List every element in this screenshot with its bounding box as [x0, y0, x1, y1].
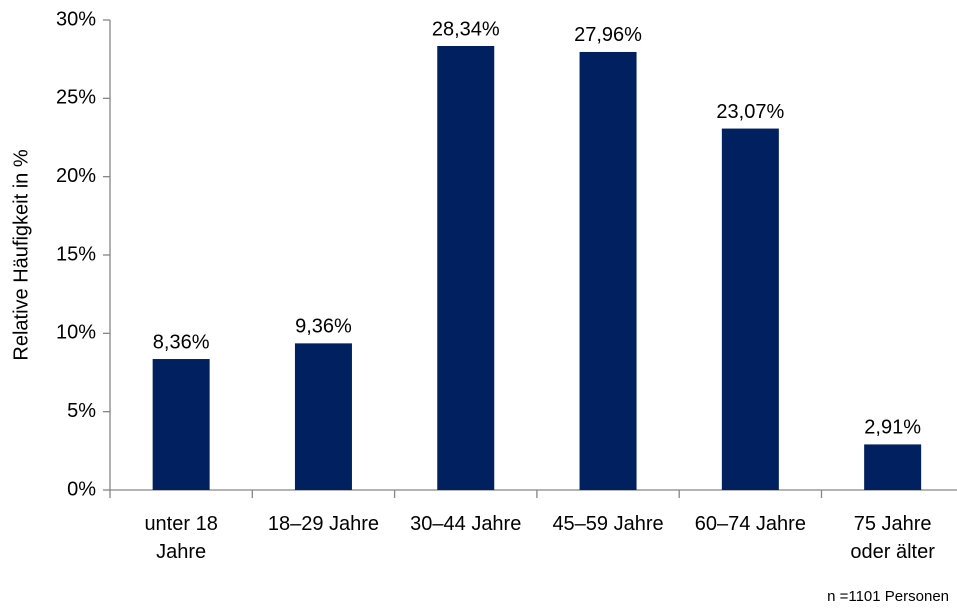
x-tick-label: unter 18 Jahre [144, 513, 218, 563]
bar [579, 51, 637, 491]
y-tick-label: 5% [67, 400, 96, 422]
y-tick-label: 30% [56, 8, 96, 30]
x-tick-label: 75 Jahre oder älter [850, 513, 935, 563]
note: n =1101 Personen [827, 588, 949, 605]
x-tick-label: 60–74 Jahre [694, 513, 806, 535]
y-tick-label: 20% [56, 165, 96, 187]
value-label: 9,36% [295, 316, 352, 338]
y-tick-label: 0% [67, 478, 96, 500]
value-label: 23,07% [716, 101, 784, 123]
y-tick-label: 10% [56, 322, 96, 344]
value-label: 2,91% [864, 417, 921, 439]
bar [152, 359, 210, 490]
bar [864, 444, 922, 490]
bar [437, 46, 495, 491]
bar [721, 128, 779, 490]
x-tick-label: 18–29 Jahre [267, 513, 380, 535]
x-tick-label: 30–44 Jahre [410, 513, 522, 535]
bar [294, 343, 352, 490]
value-label: 28,34% [432, 18, 500, 40]
y-tick-label: 15% [56, 243, 96, 265]
value-label: 27,96% [574, 24, 642, 46]
y-axis-label: Relative Häufigkeit in % [10, 149, 32, 360]
x-tick-label: 45–59 Jahre [552, 513, 664, 535]
y-tick-label: 25% [56, 87, 96, 109]
value-label: 8,36% [153, 331, 210, 353]
